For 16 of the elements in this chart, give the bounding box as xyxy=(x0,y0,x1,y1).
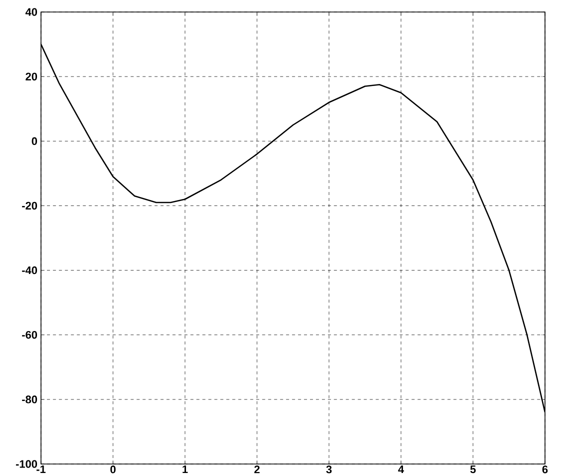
y-tick-label: 20 xyxy=(26,72,38,80)
y-tick-label: 40 xyxy=(25,8,38,16)
y-tick-label: 0 xyxy=(32,137,38,146)
y-tick-label: -60 xyxy=(22,330,38,339)
x-tick-label: 2 xyxy=(254,466,260,474)
y-tick-label: -100 xyxy=(16,460,38,468)
y-tick-label: -40 xyxy=(22,266,38,274)
y-tick-label: -20 xyxy=(22,202,38,210)
y-tick-label: -80 xyxy=(22,396,38,404)
x-tick-label: 4 xyxy=(398,466,404,474)
x-tick-label: -1 xyxy=(36,466,46,474)
x-tick-label: 0 xyxy=(110,466,116,474)
x-tick-label: 3 xyxy=(326,466,332,474)
x-tick-label: 6 xyxy=(542,466,548,474)
x-tick-label: 5 xyxy=(470,466,476,474)
x-tick-label: 1 xyxy=(182,466,188,474)
